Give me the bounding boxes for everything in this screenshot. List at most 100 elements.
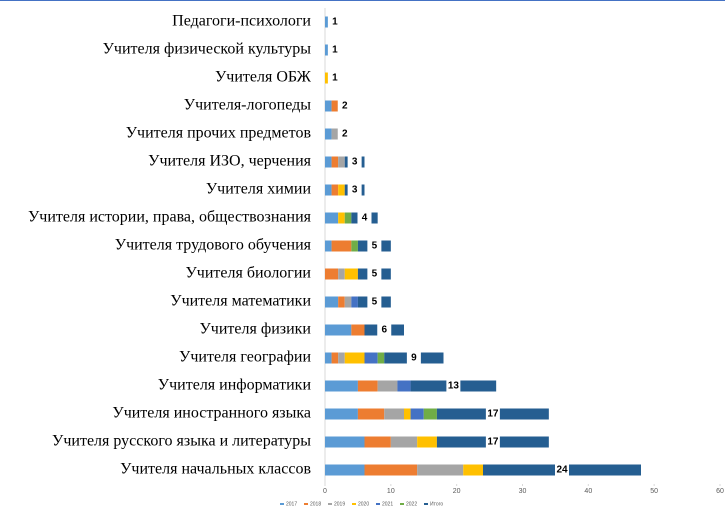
category-label: Учителя информатики (158, 377, 312, 394)
x-tick-label: 60 (716, 488, 724, 495)
bar-segment (325, 100, 332, 112)
category-label: Учителя истории, права, обществознания (28, 209, 312, 226)
x-tick-label: 10 (387, 488, 395, 495)
bar-segment (331, 128, 339, 140)
label-bg (485, 436, 500, 448)
category-label: Учителя биологии (185, 265, 311, 282)
x-tick-label: 0 (323, 488, 327, 495)
bar-segment (325, 240, 332, 252)
legend-swatch (352, 503, 356, 505)
legend-swatch (376, 503, 380, 505)
data-label: 5 (372, 297, 378, 308)
category-label: Учителя математики (170, 293, 311, 310)
bar-segment (410, 408, 424, 420)
bar-segment (325, 268, 339, 280)
label-bg (446, 380, 461, 392)
bar-segment (325, 212, 339, 224)
data-label: 6 (381, 325, 387, 336)
category-label: Учителя-логопеды (184, 97, 311, 114)
bar-segment (331, 184, 339, 196)
category-label: Учителя физики (199, 321, 311, 338)
bar-segment (338, 352, 345, 364)
bar-segment (364, 464, 418, 476)
x-tick-label: 20 (453, 488, 461, 495)
legend-swatch (304, 503, 308, 505)
label-bg (327, 44, 342, 56)
label-bg (337, 128, 352, 140)
category-label: Учителя прочих предметов (126, 125, 312, 142)
label-bg (406, 352, 421, 364)
x-tick-label: 40 (584, 488, 592, 495)
bar-segment (325, 184, 332, 196)
data-label: 2 (342, 129, 348, 140)
label-bg (327, 16, 342, 28)
bar-segment (417, 436, 437, 448)
bar-segment (331, 100, 339, 112)
label-bg (327, 72, 342, 84)
bar-segment (417, 464, 464, 476)
bar-segment (377, 380, 398, 392)
bar-segment (344, 296, 352, 308)
category-label: Учителя химии (206, 181, 312, 198)
label-bg (377, 324, 392, 336)
bar-segment (325, 436, 365, 448)
bar-segment (463, 464, 483, 476)
label-bg (347, 156, 362, 168)
category-label: Учителя иностранного языка (112, 405, 311, 422)
category-label: Учителя физической культуры (103, 41, 312, 58)
bar-segment (331, 156, 339, 168)
data-label: 17 (487, 409, 499, 420)
bar-segment (338, 268, 345, 280)
bar-segment (351, 324, 365, 336)
bar-segment (404, 408, 411, 420)
category-label: Учителя начальных классов (120, 461, 311, 478)
bar-segment (325, 156, 332, 168)
data-label: 17 (487, 437, 499, 448)
label-bg (347, 184, 362, 196)
data-label: 24 (556, 465, 568, 476)
label-bg (485, 408, 500, 420)
legend-swatch (280, 503, 284, 505)
data-label: 9 (411, 353, 417, 364)
legend-swatch (424, 503, 428, 505)
legend-label: 2017 (286, 501, 297, 507)
bar-segment (397, 380, 411, 392)
bar-segment (344, 268, 358, 280)
bar-segment (338, 184, 345, 196)
category-label: Учителя географии (179, 349, 311, 366)
label-bg (367, 240, 382, 252)
bar-segment (325, 128, 332, 140)
data-label: 1 (332, 17, 338, 28)
category-label: Педагоги-психологи (172, 13, 311, 30)
legend-label: 2019 (334, 501, 345, 507)
bar-segment (344, 352, 365, 364)
category-label: Учителя трудового обучения (115, 237, 312, 254)
data-label: 3 (352, 185, 358, 196)
bar-segment (351, 296, 358, 308)
data-label: 1 (332, 45, 338, 56)
category-label: Учителя ИЗО, черчения (148, 153, 312, 170)
data-label: 5 (372, 241, 378, 252)
data-label: 4 (362, 213, 368, 224)
data-label: 5 (372, 269, 378, 280)
bar-segment (357, 408, 385, 420)
bar-segment (384, 408, 404, 420)
data-label: 3 (352, 157, 358, 168)
category-label: Учителя ОБЖ (215, 69, 312, 86)
legend-swatch (328, 503, 332, 505)
bar-segment (325, 324, 352, 336)
legend-label: 2022 (406, 501, 417, 507)
legend-swatch (400, 503, 404, 505)
label-bg (357, 212, 372, 224)
category-label: Учителя русского языка и литературы (52, 433, 311, 450)
bar-segment (325, 408, 358, 420)
bar-segment (390, 436, 418, 448)
data-label: 13 (448, 381, 460, 392)
legend-label: 2020 (358, 501, 369, 507)
bar-segment (338, 296, 345, 308)
x-tick-label: 30 (519, 488, 527, 495)
label-bg (337, 100, 352, 112)
bar-segment (325, 464, 365, 476)
legend-label: Итого (430, 501, 443, 507)
bar-segment (325, 352, 332, 364)
